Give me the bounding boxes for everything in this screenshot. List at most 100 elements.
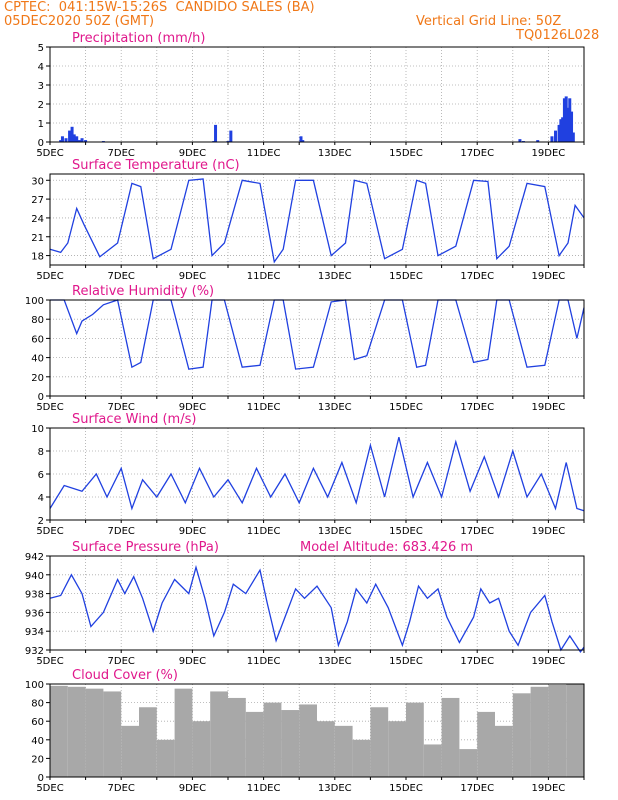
temp-xtick-label: 13DEC	[318, 271, 352, 282]
precip-bar	[59, 140, 63, 142]
cloud-cover-bar	[139, 707, 157, 777]
wind-xtick-label: 5DEC	[36, 526, 63, 537]
cloud-ytick-label: 20	[31, 754, 44, 765]
cloud-cover-bar	[352, 739, 371, 777]
rh-xtick-label: 5DEC	[36, 402, 63, 413]
pres-xtick-label: 17DEC	[460, 656, 494, 667]
model-code: TQ0126L028	[516, 28, 600, 43]
rh-xtick-label: 19DEC	[532, 402, 566, 413]
precip-bar	[566, 107, 570, 142]
cloud-cover-bar	[477, 711, 495, 777]
cloud-cover-bar	[370, 707, 389, 777]
cloud-ytick-label: 100	[25, 680, 44, 691]
wind-xtick-label: 11DEC	[247, 526, 281, 537]
pres-ytick-label: 940	[25, 571, 44, 582]
temp-ytick-label: 30	[31, 176, 44, 187]
pres-ytick-label: 932	[25, 646, 44, 657]
pres-xtick-label: 15DEC	[389, 656, 423, 667]
temp-ytick-label: 24	[31, 214, 44, 225]
cloud-xtick-label: 15DEC	[389, 783, 423, 794]
precip-bar	[518, 139, 522, 142]
pres-xtick-label: 9DEC	[179, 656, 206, 667]
rh-plot-area	[50, 300, 584, 396]
temp-title: Surface Temperature (nC)	[72, 158, 240, 173]
precip-bar	[64, 138, 68, 142]
wind-ytick-label: 6	[38, 470, 44, 481]
pres-xtick-label: 19DEC	[532, 656, 566, 667]
pres-xtick-label: 7DEC	[108, 656, 135, 667]
precip-ytick-label: 4	[38, 62, 44, 73]
wind-xtick-label: 17DEC	[460, 526, 494, 537]
rh-ytick-label: 20	[31, 373, 44, 384]
cloud-cover-bar	[121, 725, 139, 777]
precip-bar	[80, 138, 84, 142]
cloud-xtick-label: 19DEC	[532, 783, 566, 794]
wind-xtick-label: 7DEC	[108, 526, 135, 537]
cloud-ytick-label: 40	[31, 736, 44, 747]
rh-ytick-label: 60	[31, 334, 44, 345]
rh-title: Relative Humidity (%)	[72, 284, 214, 299]
precip-xtick-label: 9DEC	[179, 148, 206, 159]
precip-bar	[554, 130, 558, 142]
precip-frame	[49, 46, 585, 143]
pres-ytick-label: 942	[25, 552, 44, 563]
cloud-xtick-label: 17DEC	[460, 783, 494, 794]
precip-bar	[84, 140, 88, 142]
precip-xtick-label: 13DEC	[318, 148, 352, 159]
cloud-cover-bar	[530, 686, 549, 777]
cloud-cover-bar	[103, 691, 122, 777]
wind-series-line	[49, 437, 585, 512]
rh-xtick-label: 15DEC	[389, 402, 423, 413]
wind-ytick-label: 2	[38, 516, 44, 527]
precip-ytick-label: 2	[38, 100, 44, 111]
temp-xtick-label: 11DEC	[247, 271, 281, 282]
pres-xtick-label: 13DEC	[318, 656, 352, 667]
rh-ytick-label: 0	[38, 392, 44, 403]
cloud-ytick-label: 80	[31, 699, 44, 710]
pres-ytick-label: 936	[25, 608, 44, 619]
precip-ytick-label: 5	[38, 43, 44, 54]
cloud-cover-bar	[174, 688, 193, 777]
cloud-cover-bar	[156, 739, 175, 777]
vertical-grid-note: Vertical Grid Line: 50Z	[416, 14, 562, 29]
precip-ytick-label: 0	[38, 138, 44, 149]
precip-bar	[70, 126, 74, 142]
precip-bar	[214, 124, 218, 142]
wind-xtick-label: 9DEC	[179, 526, 206, 537]
precip-bar	[60, 136, 64, 142]
cloud-cover-bar	[566, 684, 584, 777]
cloud-cover-bar	[334, 725, 353, 777]
cloud-xtick-label: 11DEC	[247, 783, 281, 794]
cloud-cover-bar	[50, 685, 68, 777]
temp-plot-area	[50, 174, 584, 265]
cloud-cover-bar	[210, 691, 228, 777]
rh-ytick-label: 100	[25, 296, 44, 307]
wind-ytick-label: 8	[38, 447, 44, 458]
cloud-cover-bar	[299, 704, 317, 777]
cloud-cover-bar	[548, 684, 567, 777]
wind-ytick-label: 4	[38, 493, 44, 504]
pres-subtitle: Model Altitude: 683.426 m	[300, 540, 473, 555]
precip-xtick-label: 19DEC	[532, 148, 566, 159]
temp-series-line	[49, 178, 585, 264]
rh-frame	[49, 299, 585, 397]
cloud-cover-bar	[512, 693, 531, 777]
pres-title: Surface Pressure (hPa)	[72, 540, 219, 555]
cloud-cover-bar	[67, 686, 86, 777]
run-date: 05DEC2020 50Z (GMT)	[4, 14, 155, 29]
temp-xtick-label: 5DEC	[36, 271, 63, 282]
cloud-xtick-label: 5DEC	[36, 783, 63, 794]
cloud-cover-bar	[228, 697, 246, 777]
wind-xtick-label: 13DEC	[318, 526, 352, 537]
temp-xtick-label: 7DEC	[108, 271, 135, 282]
precip-bar	[568, 98, 572, 142]
cloud-cover-bar	[406, 702, 424, 777]
temp-xtick-label: 9DEC	[179, 271, 206, 282]
precip-xtick-label: 17DEC	[460, 148, 494, 159]
precip-bar	[299, 136, 303, 142]
temp-ytick-label: 21	[31, 233, 44, 244]
precip-bar	[77, 140, 81, 142]
pres-plot-area	[50, 556, 584, 650]
precip-bar	[571, 132, 575, 142]
